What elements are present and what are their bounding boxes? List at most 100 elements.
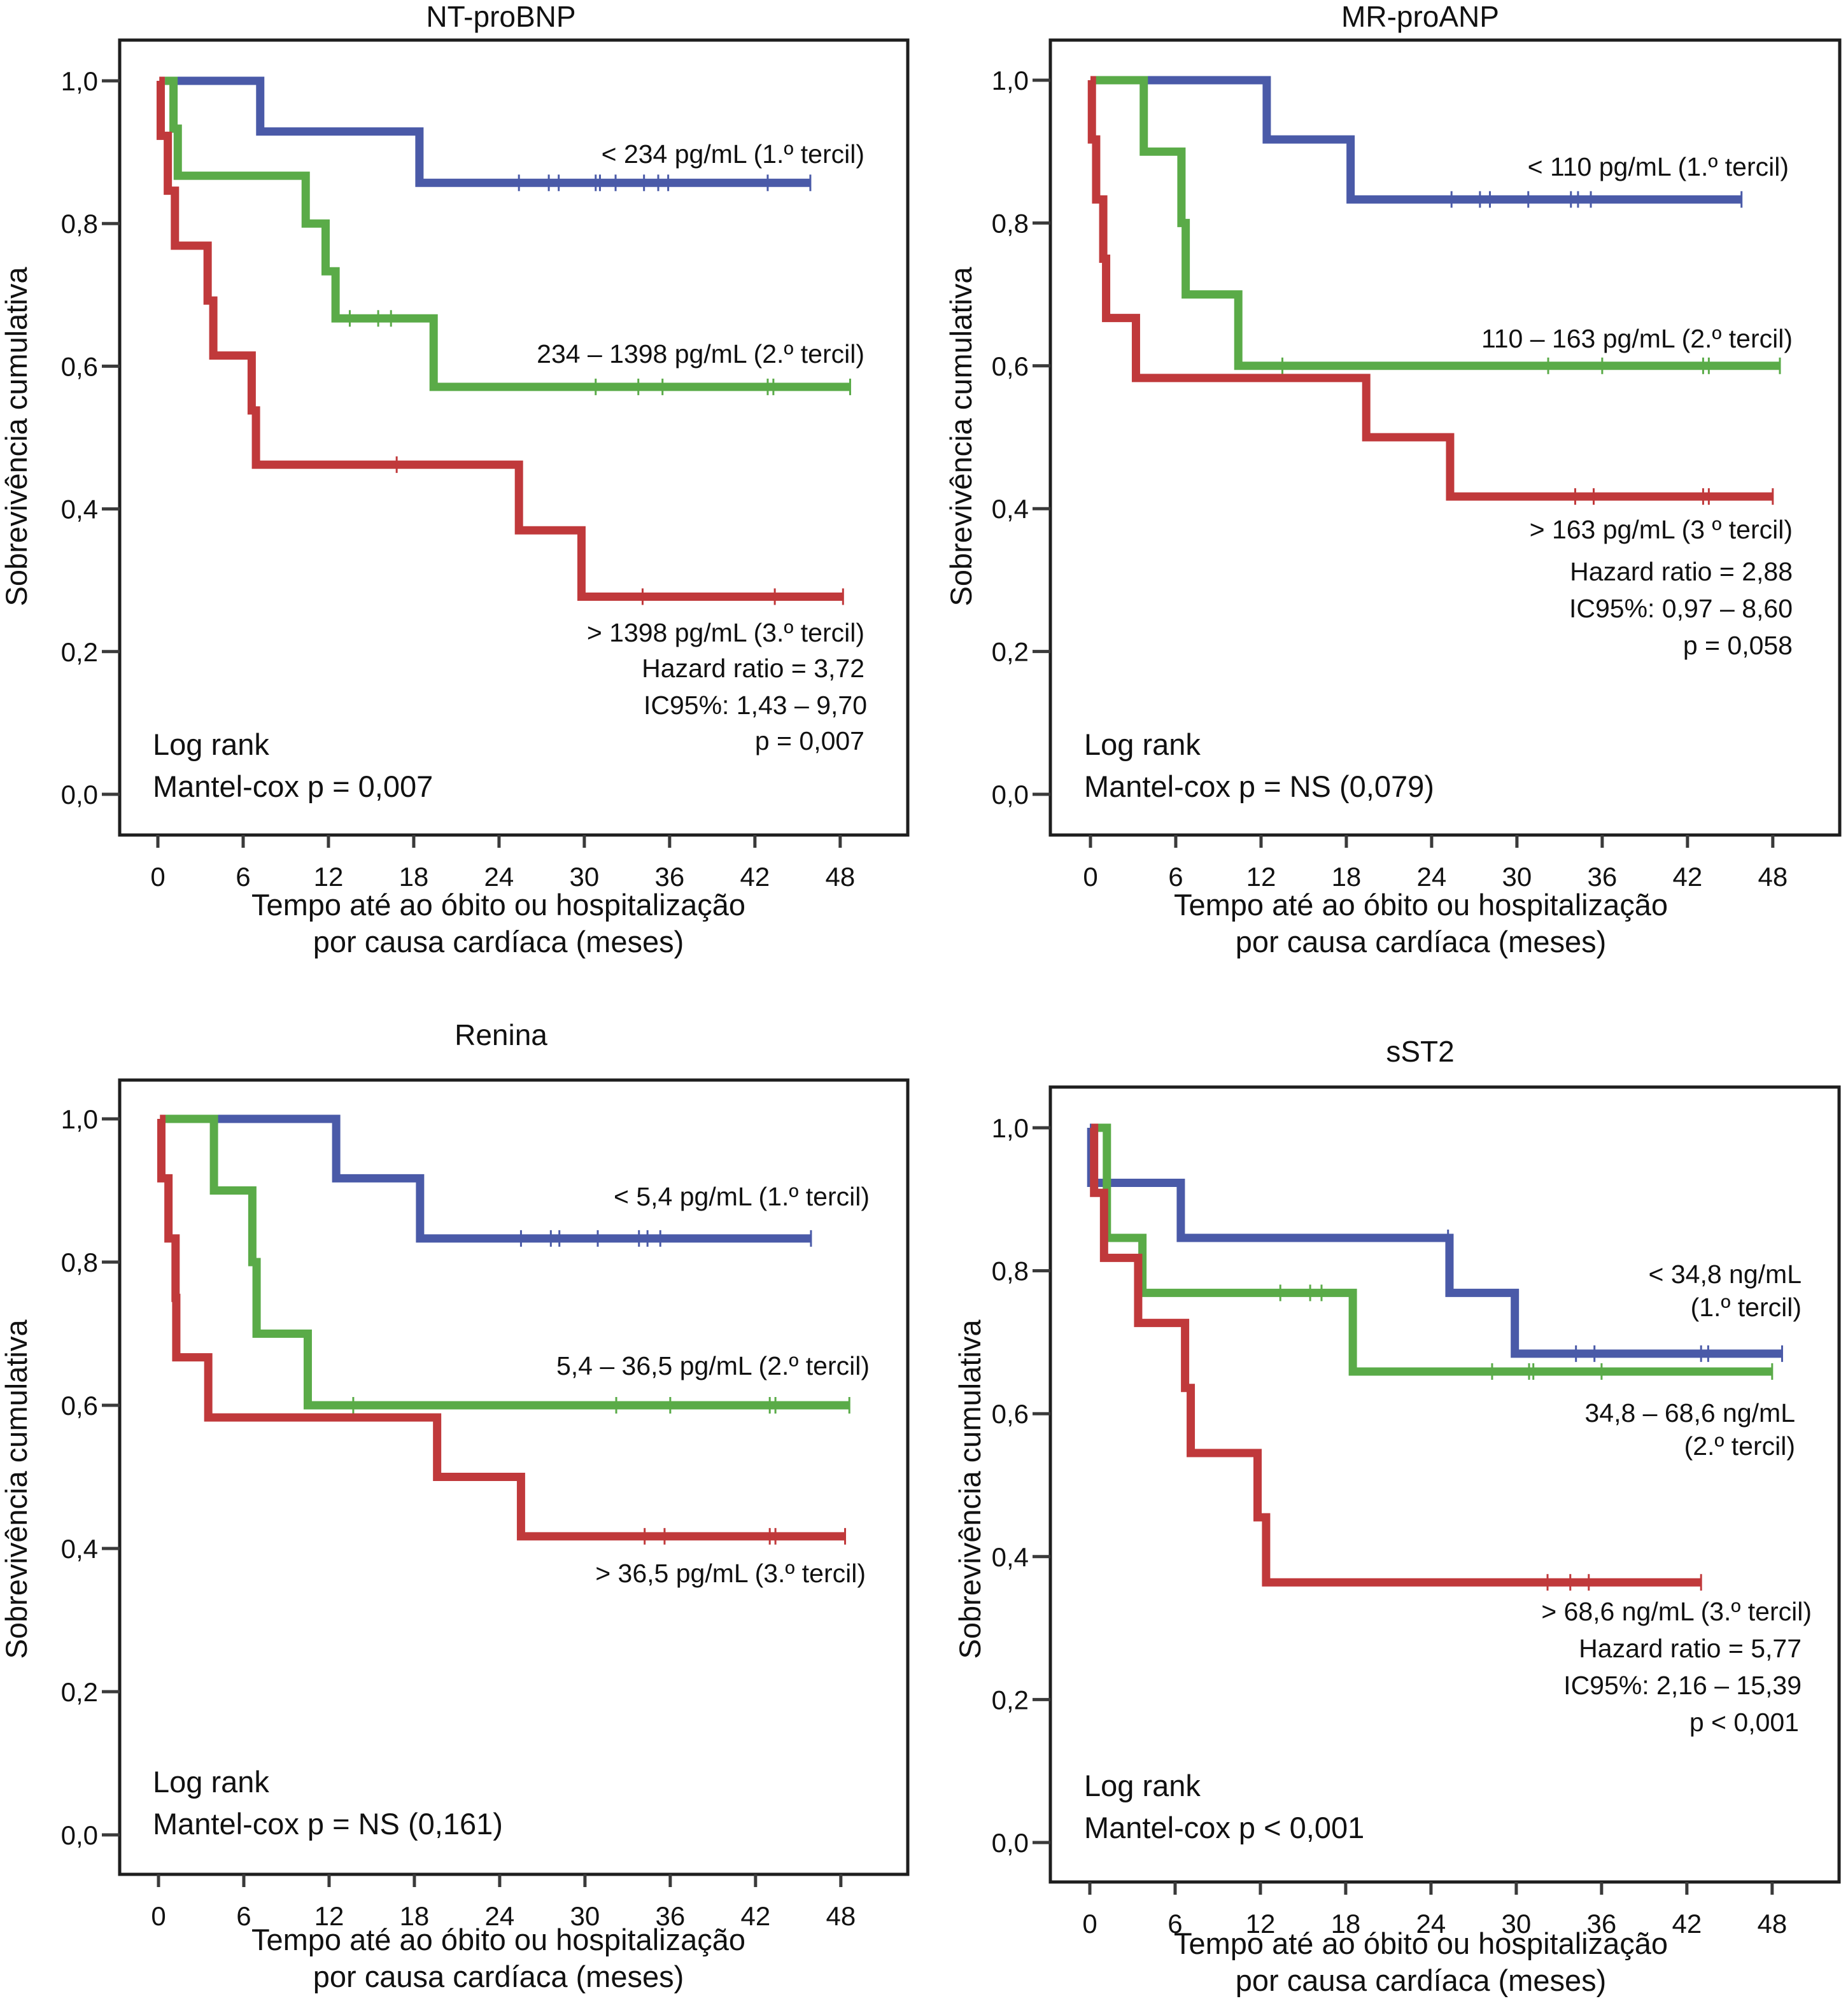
x-tick-label: 24 (1416, 1909, 1446, 1939)
x-tick-label: 36 (655, 862, 685, 892)
logrank-label: Log rank (1084, 727, 1201, 761)
x-tick-label: 18 (1331, 1909, 1361, 1939)
x-tick-label: 18 (399, 862, 429, 892)
y-tick-label: 0,2 (61, 1677, 98, 1707)
km-curve-tercile2 (165, 76, 850, 391)
y-tick-label: 0,2 (992, 1685, 1029, 1715)
y-tick-label: 0,6 (61, 1391, 98, 1421)
legend-label-tercile2: 5,4 – 36,5 pg/mL (2.º tercil) (556, 1351, 870, 1380)
km-curve-tercile1 (1132, 76, 1742, 204)
x-tick-label: 42 (741, 1901, 771, 1931)
y-tick-label: 0,2 (61, 637, 98, 667)
panel-title: NT-proBNP (426, 0, 575, 33)
hazard-ratio-text: Hazard ratio = 2,88 (1570, 557, 1793, 586)
y-tick-label: 0,4 (61, 495, 98, 524)
km-curve-tercile2 (164, 1114, 850, 1410)
x-axis-label-line1: Tempo até ao óbito ou hospitalização (1174, 888, 1668, 922)
legend-label-tercile2-line2: (2.º tercil) (1684, 1431, 1795, 1461)
legend-label-tercile3: > 68,6 ng/mL (3.º tercil) (1541, 1597, 1812, 1626)
x-tick-label: 6 (236, 862, 250, 892)
p-value-text: p = 0,007 (755, 726, 864, 755)
p-value-text: p < 0,001 (1689, 1708, 1799, 1737)
x-tick-label: 48 (826, 1901, 856, 1931)
curves (1087, 1123, 1783, 1591)
legend-label-tercile3: > 1398 pg/mL (3.º tercil) (587, 618, 864, 647)
x-tick-label: 36 (1588, 862, 1618, 892)
x-tick-label: 42 (1672, 1909, 1702, 1939)
x-tick-label: 42 (740, 862, 770, 892)
panel-title: MR-proANP (1341, 0, 1499, 33)
y-tick-label: 1,0 (61, 1104, 98, 1134)
legend-label-tercile1-line2: (1.º tercil) (1691, 1293, 1802, 1322)
panel-title: Renina (455, 1018, 547, 1051)
legend-label-tercile1: < 234 pg/mL (1.º tercil) (602, 139, 864, 169)
x-axis-label-line2: por causa cardíaca (meses) (313, 1960, 684, 1993)
legend-label-tercile1-line1: < 34,8 ng/mL (1649, 1260, 1802, 1289)
x-tick-label: 24 (1417, 862, 1447, 892)
confidence-interval-text: IC95%: 2,16 – 15,39 (1563, 1671, 1802, 1700)
x-tick-label: 18 (400, 1901, 430, 1931)
y-axis-label: Sobrevivência cumulativa (0, 1319, 33, 1659)
x-tick-label: 30 (1502, 862, 1532, 892)
y-axis-label: Sobrevivência cumulativa (953, 1319, 987, 1659)
y-tick-label: 0,4 (992, 1542, 1029, 1572)
x-axis: 0 6 12 18 24 30 36 42 48 (1082, 1882, 1787, 1939)
y-axis: 0,0 0,2 0,4 0,6 0,8 1,0 (992, 1113, 1050, 1858)
x-axis-label-line2: por causa cardíaca (meses) (313, 925, 684, 958)
y-tick-label: 0,0 (992, 780, 1029, 810)
legend-label-tercile1: < 110 pg/mL (1.º tercil) (1528, 152, 1789, 181)
x-tick-label: 12 (314, 862, 344, 892)
panel-title: sST2 (1386, 1035, 1454, 1068)
mantel-cox-text: Mantel-cox p = NS (0,079) (1084, 769, 1434, 803)
legend-label-tercile2: 110 – 163 pg/mL (2.º tercil) (1481, 324, 1793, 353)
panel-sst2: sST2 Sobrevivência cumulativa Tempo até … (953, 1035, 1841, 1997)
x-tick-label: 6 (236, 1901, 251, 1931)
x-tick-label: 0 (151, 1901, 166, 1931)
y-tick-label: 0,8 (61, 209, 98, 239)
confidence-interval-text: IC95%: 1,43 – 9,70 (644, 691, 867, 720)
y-tick-label: 0,6 (992, 1399, 1029, 1429)
y-tick-label: 0,2 (992, 637, 1029, 667)
x-axis-label-line1: Tempo até ao óbito ou hospitalização (251, 888, 745, 922)
km-curve-tercile3 (157, 1114, 845, 1541)
curves (1087, 76, 1781, 505)
hazard-ratio-text: Hazard ratio = 5,77 (1579, 1634, 1802, 1663)
x-tick-label: 12 (1246, 862, 1276, 892)
x-axis: 0 6 12 18 24 30 36 42 48 (1083, 835, 1788, 892)
p-value-text: p = 0,058 (1683, 631, 1793, 660)
y-tick-label: 0,8 (992, 208, 1029, 238)
x-tick-label: 30 (570, 862, 600, 892)
y-axis-label: Sobrevivência cumulativa (0, 267, 33, 607)
y-tick-label: 1,0 (61, 66, 98, 96)
legend-label-tercile3: > 163 pg/mL (3 º tercil) (1530, 515, 1793, 544)
y-axis: 0,0 0,2 0,4 0,6 0,8 1,0 (992, 66, 1050, 810)
y-axis: 0,0 0,2 0,4 0,6 0,8 1,0 (61, 1104, 120, 1850)
x-tick-label: 24 (484, 862, 514, 892)
y-tick-label: 0,4 (992, 494, 1029, 524)
x-tick-label: 0 (1082, 1909, 1097, 1939)
panel-nt-probnp: NT-proBNP Sobrevivência cumulativa Tempo… (0, 0, 910, 958)
x-tick-label: 6 (1168, 862, 1183, 892)
x-tick-label: 36 (1587, 1909, 1617, 1939)
y-tick-label: 0,0 (61, 1820, 98, 1850)
panel-mr-proanp: MR-proANP Sobrevivência cumulativa Tempo… (944, 0, 1842, 958)
x-axis-label-line1: Tempo até ao óbito ou hospitalização (251, 1923, 745, 1956)
x-axis-label-line2: por causa cardíaca (meses) (1236, 925, 1607, 958)
x-tick-label: 36 (656, 1901, 686, 1931)
x-tick-label: 42 (1673, 862, 1703, 892)
x-tick-label: 48 (1758, 862, 1788, 892)
x-tick-label: 6 (1167, 1909, 1182, 1939)
confidence-interval-text: IC95%: 0,97 – 8,60 (1569, 594, 1793, 623)
plot-frame (1048, 38, 1842, 837)
mantel-cox-text: Mantel-cox p = 0,007 (153, 769, 433, 803)
curves (157, 1114, 850, 1545)
km-curve-tercile3 (1090, 1123, 1702, 1587)
y-tick-label: 1,0 (992, 66, 1029, 95)
x-axis: 0 6 12 18 24 30 36 42 48 (150, 835, 855, 892)
x-tick-label: 0 (150, 862, 165, 892)
y-tick-label: 0,8 (61, 1247, 98, 1277)
x-tick-label: 48 (1757, 1909, 1787, 1939)
logrank-label: Log rank (1084, 1769, 1201, 1802)
legend-label-tercile2: 234 – 1398 pg/mL (2.º tercil) (537, 339, 864, 369)
curves (156, 76, 851, 605)
